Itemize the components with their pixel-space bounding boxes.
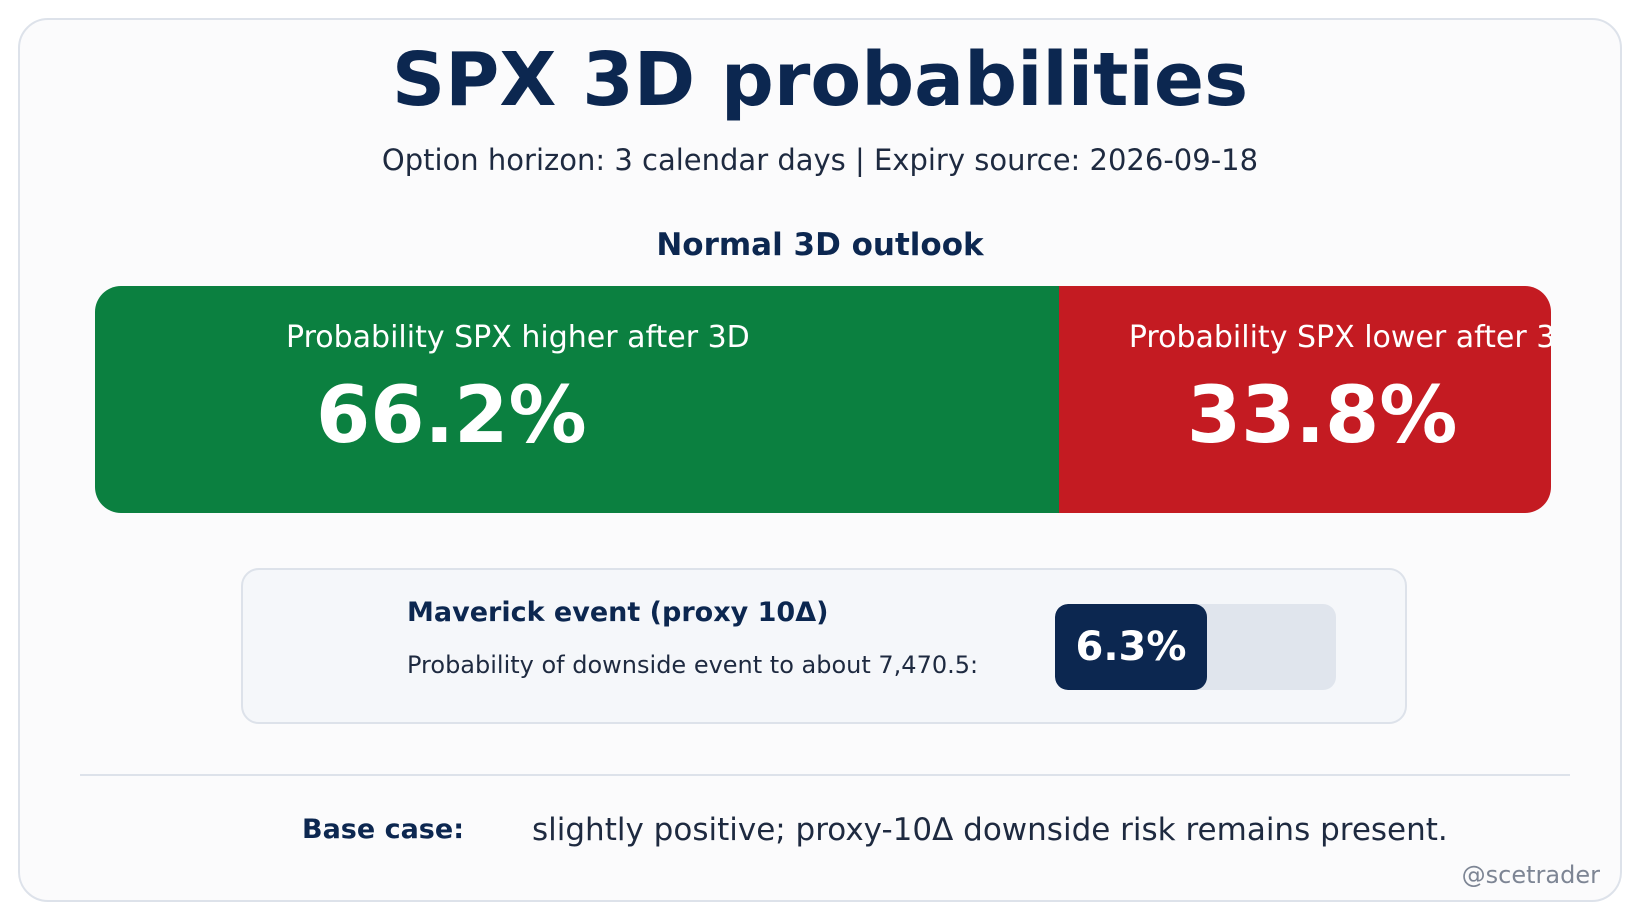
probability-lower-label: Probability SPX lower after 3D: [1128, 320, 1551, 355]
probability-higher-value: 66.2%: [316, 371, 587, 461]
probability-lower-segment: Probability SPX lower after 3D 33.8%: [1058, 286, 1551, 513]
probability-higher-segment: Probability SPX higher after 3D 66.2%: [95, 286, 1059, 513]
probability-higher-label: Probability SPX higher after 3D: [286, 320, 750, 355]
maverick-probability-fill: [1055, 604, 1208, 690]
author-handle: @scetrader: [1461, 861, 1600, 889]
section-divider: [80, 774, 1570, 776]
maverick-probability-value: 6.3%: [1075, 624, 1187, 670]
page-subtitle: Option horizon: 3 calendar days | Expiry…: [381, 143, 1259, 177]
base-case-label: Base case:: [302, 814, 464, 845]
maverick-probability-track: 6.3%: [1055, 604, 1336, 690]
page-title: SPX 3D probabilities: [391, 37, 1249, 123]
probability-lower-value: 33.8%: [1186, 371, 1458, 461]
outlook-heading: Normal 3D outlook: [656, 227, 984, 263]
base-case-text: slightly positive; proxy-10Δ downside ri…: [532, 812, 1448, 848]
probability-split-bar: Probability SPX higher after 3D 66.2% Pr…: [95, 286, 1551, 513]
maverick-title: Maverick event (proxy 10Δ): [407, 597, 829, 628]
maverick-event-panel: Maverick event (proxy 10Δ) Probability o…: [241, 568, 1407, 724]
maverick-description: Probability of downside event to about 7…: [407, 651, 979, 679]
